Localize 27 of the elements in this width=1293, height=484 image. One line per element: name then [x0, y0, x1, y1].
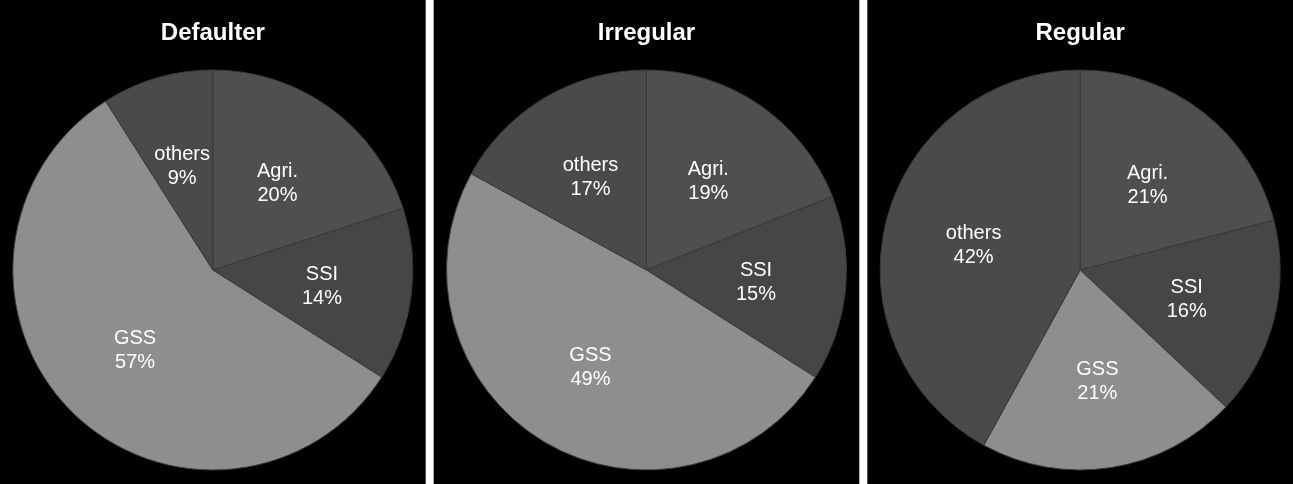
data-label: 20%	[257, 183, 298, 206]
slice-label: others	[154, 142, 210, 165]
slice-label: others	[562, 153, 619, 176]
chart-title: Irregular	[597, 18, 696, 45]
data-label: 9%	[167, 166, 197, 189]
chart-title: Defaulter	[160, 18, 265, 45]
data-label: 14%	[301, 285, 343, 308]
slice-label: GSS	[1076, 356, 1119, 379]
slice-label: GSS	[569, 342, 612, 365]
data-label: 17%	[570, 177, 611, 200]
data-label: 15%	[736, 282, 777, 305]
slice-label: Agri.	[1127, 161, 1169, 184]
slice-label: SSI	[739, 258, 773, 281]
data-label: 57%	[115, 349, 156, 372]
data-label: 21%	[1077, 380, 1118, 403]
data-label: 49%	[570, 366, 611, 389]
slice-label: SSI	[305, 261, 339, 284]
data-label: 16%	[1166, 299, 1207, 322]
slice-label: others	[945, 220, 1002, 243]
slice-label: Agri.	[256, 159, 299, 182]
data-label: 42%	[953, 244, 994, 267]
slice-label: GSS	[113, 325, 157, 348]
slice-label: SSI	[1170, 275, 1203, 298]
slice-label: Agri.	[687, 157, 729, 180]
data-label: 21%	[1127, 185, 1168, 208]
chart-title: Regular	[1035, 18, 1125, 45]
data-label: 19%	[688, 181, 729, 204]
